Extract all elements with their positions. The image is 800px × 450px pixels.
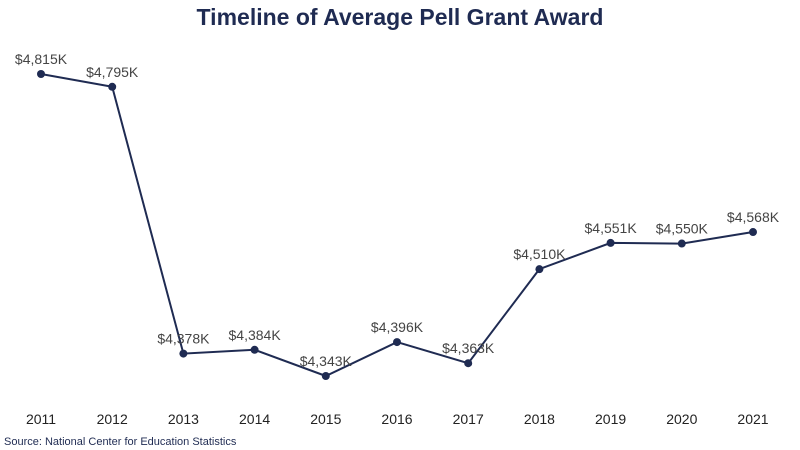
data-label-2016: $4,396K <box>371 319 424 335</box>
data-label-2012: $4,795K <box>86 64 139 80</box>
data-point-2012 <box>108 82 117 91</box>
data-point-2019 <box>606 238 615 247</box>
data-label-2020: $4,550K <box>656 221 709 237</box>
data-label-2019: $4,551K <box>585 220 638 236</box>
x-tick-label-2018: 2018 <box>524 411 555 427</box>
data-point-2018 <box>535 265 544 274</box>
data-point-2014 <box>250 345 259 354</box>
x-tick-label-2012: 2012 <box>97 411 128 427</box>
x-tick-label-2020: 2020 <box>666 411 697 427</box>
x-tick-label-2021: 2021 <box>737 411 768 427</box>
x-tick-label-2016: 2016 <box>381 411 412 427</box>
data-point-2013 <box>179 349 188 358</box>
data-label-2017: $4,363K <box>442 340 495 356</box>
data-point-2021 <box>749 228 757 237</box>
x-tick-label-2015: 2015 <box>310 411 341 427</box>
data-point-2020 <box>677 239 686 248</box>
data-point-2017 <box>464 359 473 368</box>
data-label-2013: $4,378K <box>157 331 210 347</box>
x-tick-label-2019: 2019 <box>595 411 626 427</box>
x-tick-label-2017: 2017 <box>453 411 484 427</box>
x-tick-label-2011: 2011 <box>26 411 56 427</box>
chart-title: Timeline of Average Pell Grant Award <box>196 4 604 30</box>
data-label-2011: $4,815K <box>15 51 68 67</box>
data-label-2014: $4,384K <box>229 327 282 343</box>
data-point-2015 <box>321 372 330 380</box>
data-point-2016 <box>393 338 401 347</box>
x-tick-label-2014: 2014 <box>239 411 270 427</box>
data-label-2015: $4,343K <box>300 353 353 369</box>
data-point-2011 <box>37 70 45 78</box>
x-tick-label-2013: 2013 <box>168 411 199 427</box>
data-label-2021: $4,568K <box>727 209 780 225</box>
source-note: Source: National Center for Education St… <box>4 436 237 448</box>
data-label-2018: $4,510K <box>513 246 566 262</box>
